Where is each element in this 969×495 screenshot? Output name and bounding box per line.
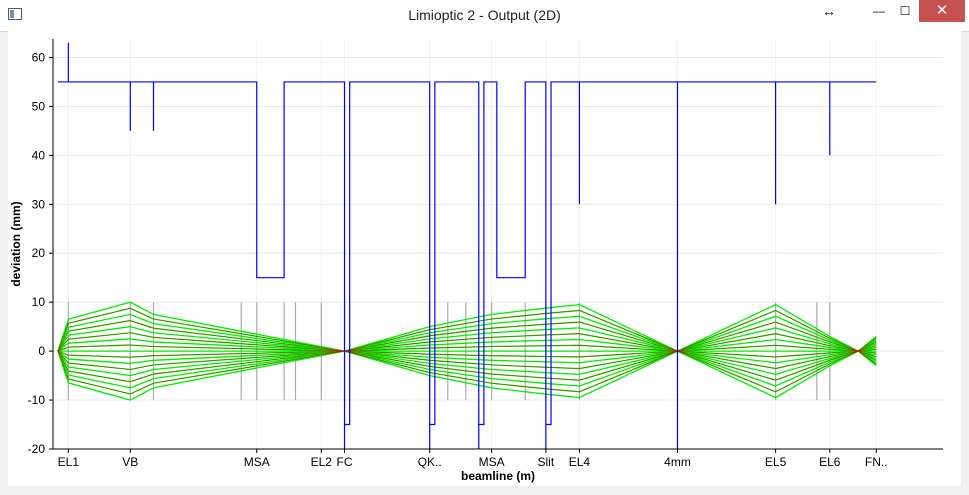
x-tick-label: EL2 (311, 455, 333, 469)
y-tick-label: 60 (32, 50, 46, 64)
x-tick-label: EL1 (58, 455, 80, 469)
reference-ray-line (57, 350, 877, 383)
x-tick-label: MSA (244, 455, 270, 469)
y-tick-label: -20 (28, 442, 46, 456)
x-tick-label: Slit (538, 455, 555, 469)
y-tick-label: 10 (32, 295, 46, 309)
aperture-line (58, 42, 877, 449)
ray-line (57, 338, 877, 352)
reference-ray-line (57, 344, 877, 352)
ray-line (57, 350, 877, 377)
x-axis-label: beamline (m) (461, 469, 535, 483)
x-tick-label: 4mm (664, 455, 691, 469)
reference-ray-line (57, 307, 877, 352)
ray-line (57, 350, 877, 401)
reference-ray-line (57, 350, 877, 358)
x-tick-label: MSA (479, 455, 505, 469)
x-tick-label: FN.. (865, 455, 888, 469)
reference-ray-line (57, 350, 877, 370)
ray-line (57, 313, 877, 352)
app-icon[interactable] (8, 8, 22, 20)
y-tick-label: 50 (32, 99, 46, 113)
x-tick-label: EL5 (765, 455, 787, 469)
y-tick-label: 0 (38, 344, 45, 358)
maximize-button[interactable]: ☐ (899, 4, 911, 18)
y-tick-label: 40 (32, 148, 46, 162)
close-button[interactable]: ✕ (919, 0, 965, 22)
window-title: Limioptic 2 - Output (2D) (408, 7, 561, 23)
resize-icon[interactable]: ↔ (822, 3, 836, 19)
ray-line (57, 350, 877, 389)
x-tick-label: QK.. (418, 455, 442, 469)
reference-ray-line (57, 332, 877, 352)
reference-ray-line (57, 320, 877, 352)
x-tick-label: EL4 (569, 455, 591, 469)
ray-line (57, 350, 877, 365)
reference-ray-line (57, 350, 877, 395)
ray-line (57, 344, 877, 352)
x-tick-label: EL6 (819, 455, 841, 469)
beamline-chart: -20 -10 0 10 20 30 40 50 60 EL1 VB MSA EL2 FC QK.. MSA S… (9, 39, 943, 483)
x-tick-label: FC (337, 455, 353, 469)
ray-line (57, 325, 877, 352)
y-axis-label: deviation (mm) (9, 201, 23, 286)
minimize-button[interactable]: — (873, 4, 885, 18)
y-tick-label: -10 (28, 393, 46, 407)
window-titlebar: Limioptic 2 - Output (2D) ↔ — ☐ ✕ (0, 0, 969, 32)
plot-area: -20 -10 0 10 20 30 40 50 60 EL1 VB MSA EL2 FC QK.. MSA S… (8, 31, 961, 486)
x-tick-label: VB (122, 455, 138, 469)
y-tick-label: 20 (32, 246, 46, 260)
y-tick-label: 30 (32, 197, 46, 211)
ray-line (57, 350, 877, 358)
ray-line (57, 301, 877, 352)
